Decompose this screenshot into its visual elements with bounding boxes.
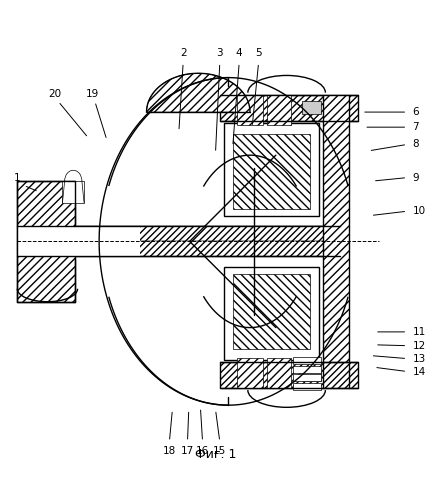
Bar [301,102,320,114]
Text: 4: 4 [235,48,242,58]
Bar [73,242,340,256]
Text: 6: 6 [412,107,418,117]
Bar [292,357,320,364]
Bar [292,374,320,382]
Text: 1: 1 [14,173,21,183]
Bar [73,226,340,242]
Text: Фиг. 1: Фиг. 1 [194,448,236,461]
Bar [292,366,320,373]
Text: 11: 11 [412,327,425,337]
Polygon shape [146,74,249,112]
Text: 17: 17 [181,446,194,456]
Bar [224,123,318,216]
Bar [237,95,262,125]
Text: 7: 7 [412,122,418,132]
Text: 9: 9 [412,172,418,182]
Bar [267,95,290,125]
Bar [292,382,320,390]
Bar [322,95,348,388]
Bar [267,358,290,388]
Text: 3: 3 [216,48,223,58]
Text: 12: 12 [412,340,425,350]
Text: 10: 10 [412,206,424,216]
Bar [73,226,340,256]
Bar [232,134,310,209]
Text: 19: 19 [86,89,99,99]
Bar [232,274,310,349]
Bar [224,267,318,360]
Bar [62,181,84,203]
Bar [237,358,262,388]
Text: 18: 18 [163,446,175,456]
Text: 14: 14 [412,366,425,376]
Text: 2: 2 [179,48,186,58]
Text: 5: 5 [255,48,261,58]
Polygon shape [17,181,75,302]
Text: 15: 15 [213,446,226,456]
Bar [17,226,140,256]
Text: 20: 20 [48,89,61,99]
Text: 16: 16 [196,446,209,456]
Text: 8: 8 [412,140,418,149]
Text: 13: 13 [412,354,425,364]
Bar [301,368,320,382]
Bar [219,95,357,120]
Bar [219,362,357,388]
